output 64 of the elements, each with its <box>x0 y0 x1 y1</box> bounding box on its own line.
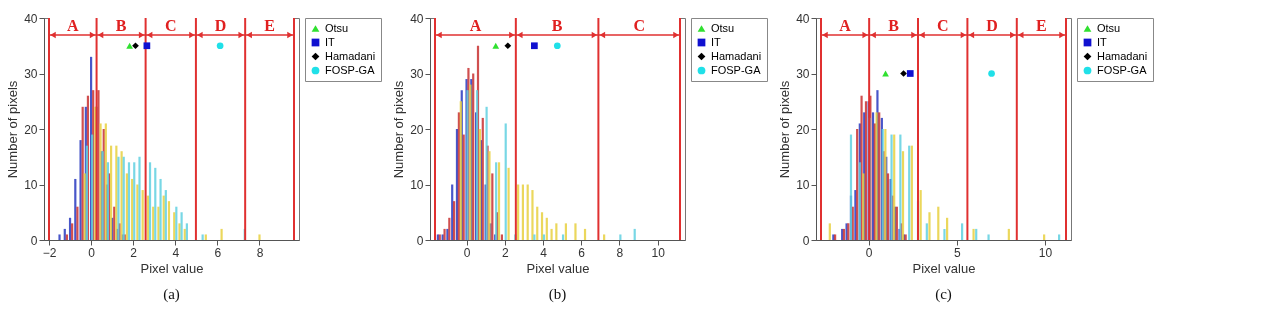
x-tick-label: 4 <box>172 245 180 260</box>
x-axis-title: Pixel value <box>912 260 976 276</box>
legend-label: Hamadani <box>1097 49 1148 62</box>
legend-label: IT <box>711 35 722 48</box>
x-axis-title: Pixel value <box>140 260 204 276</box>
y-axis-title: Number of pixels <box>391 80 407 179</box>
x-tick-label: 0 <box>865 245 873 260</box>
y-tick-label: 30 <box>410 67 424 81</box>
x-tick-label: 0 <box>463 245 471 260</box>
y-tick-label: 30 <box>24 67 38 81</box>
legend-label: IT <box>1097 35 1108 48</box>
y-tick-label: 30 <box>796 67 810 81</box>
legend-label: FOSP-GA <box>1097 63 1148 76</box>
y-tick-label: 20 <box>796 122 810 137</box>
legend-label: Hamadani <box>325 49 376 62</box>
y-tick-label: 20 <box>24 122 38 137</box>
y-tick-label: 40 <box>410 11 424 26</box>
x-tick-label: 0 <box>88 245 96 260</box>
band-label: A <box>67 17 79 34</box>
y-axis-title: Number of pixels <box>5 80 21 179</box>
band-label: E <box>1036 17 1047 34</box>
legend-label: FOSP-GA <box>325 63 376 76</box>
y-tick-label: 10 <box>24 178 38 192</box>
band-label: C <box>164 17 177 34</box>
y-tick-label: 20 <box>410 122 424 137</box>
x-tick-label: 10 <box>651 245 666 260</box>
y-tick-label: 10 <box>796 178 810 192</box>
x-tick-label: 8 <box>616 245 624 260</box>
legend-label: Otsu <box>325 21 349 34</box>
y-tick-label: 0 <box>416 233 424 248</box>
text: (a) <box>163 286 180 303</box>
legend-label: Hamadani <box>711 49 762 62</box>
band-label: C <box>936 17 949 34</box>
x-tick-label: 6 <box>214 245 222 260</box>
x-axis-title: Pixel value <box>526 260 590 276</box>
y-tick-label: 0 <box>30 233 38 248</box>
x-tick-label: 5 <box>953 245 961 260</box>
y-axis-title: Number of pixels <box>777 80 793 179</box>
legend-label: Otsu <box>1097 21 1121 34</box>
x-tick-label: 2 <box>501 245 509 260</box>
band-label: B <box>115 17 127 34</box>
legend-label: FOSP-GA <box>711 63 762 76</box>
x-tick-label: 2 <box>130 245 138 260</box>
band-label: A <box>839 17 852 34</box>
band-label: C <box>633 17 645 34</box>
text: (b) <box>548 286 567 303</box>
x-tick-label: 6 <box>578 245 586 260</box>
y-tick-label: 0 <box>802 233 810 248</box>
y-tick-label: 40 <box>24 11 38 26</box>
legend-label: Otsu <box>711 21 735 34</box>
legend-label: IT <box>325 35 336 48</box>
band-label: D <box>214 17 227 34</box>
x-tick-label: 10 <box>1038 245 1053 260</box>
band-label: B <box>551 17 563 34</box>
y-tick-label: 10 <box>410 178 424 192</box>
x-tick-label: −2 <box>42 245 57 260</box>
x-tick-label: 4 <box>540 245 548 260</box>
band-label: B <box>888 17 900 34</box>
x-tick-label: 8 <box>256 245 264 260</box>
band-label: D <box>986 17 998 34</box>
y-tick-label: 40 <box>796 11 810 26</box>
band-label: A <box>469 17 482 34</box>
band-label: E <box>264 17 275 34</box>
text: (c) <box>935 286 952 303</box>
